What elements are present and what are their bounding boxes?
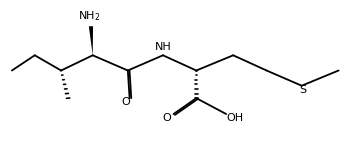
Text: S: S [299, 85, 306, 95]
Text: O: O [122, 97, 130, 107]
Text: NH$_2$: NH$_2$ [78, 9, 101, 23]
Text: NH: NH [155, 42, 172, 52]
Polygon shape [89, 26, 93, 55]
Text: OH: OH [227, 113, 244, 123]
Text: O: O [163, 113, 172, 123]
